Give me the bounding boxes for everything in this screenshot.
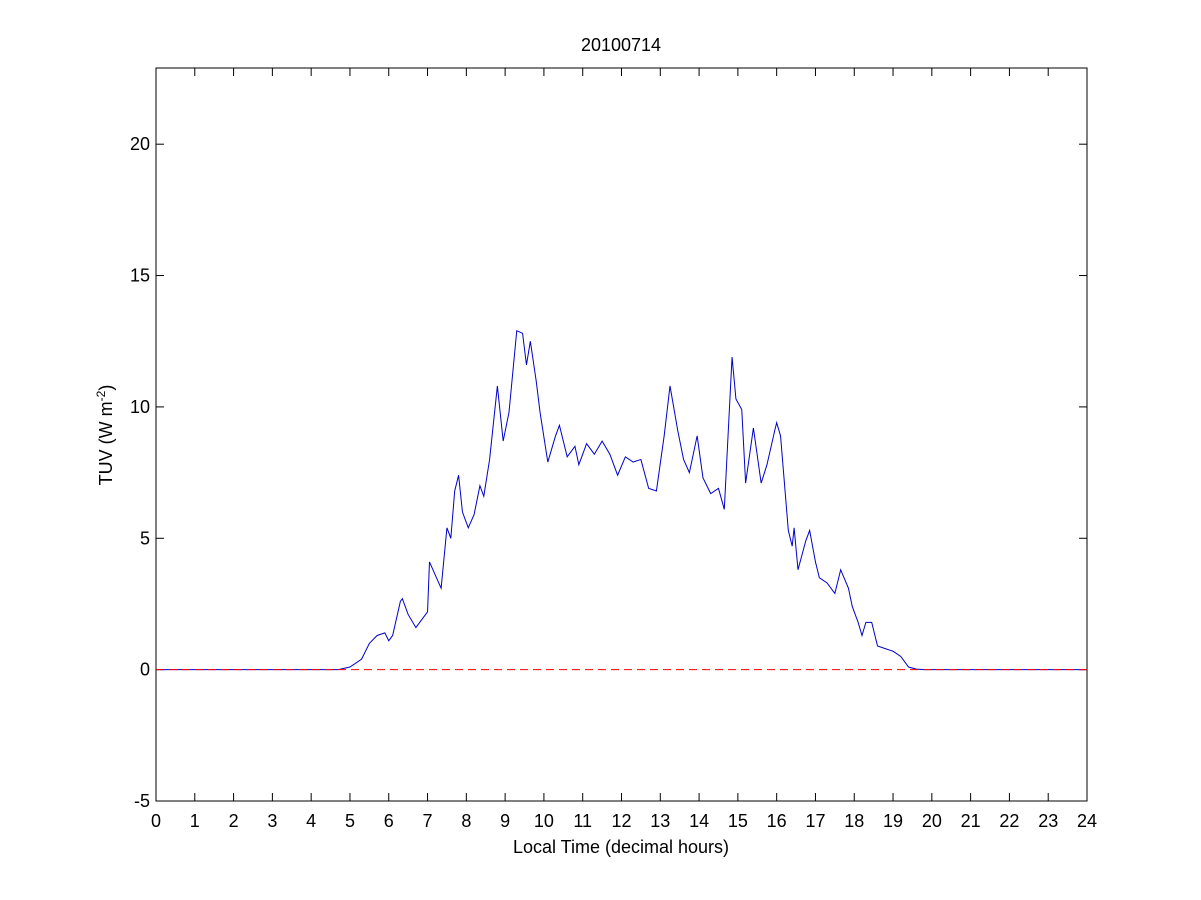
y-tick-label: 15 bbox=[130, 266, 150, 286]
y-tick-label: 5 bbox=[140, 528, 150, 548]
x-tick-label: 10 bbox=[534, 811, 554, 831]
x-tick-label: 8 bbox=[461, 811, 471, 831]
x-tick-label: 11 bbox=[573, 811, 592, 831]
x-tick-label: 18 bbox=[844, 811, 864, 831]
x-tick-label: 7 bbox=[423, 811, 433, 831]
y-tick-label: 10 bbox=[130, 397, 150, 417]
data-line bbox=[156, 329, 1087, 671]
chart-title: 20100714 bbox=[581, 35, 661, 55]
x-tick-label: 4 bbox=[306, 811, 316, 831]
y-tick-label: 0 bbox=[140, 660, 150, 680]
x-tick-label: 6 bbox=[384, 811, 394, 831]
plot-frame bbox=[155, 67, 1088, 802]
x-tick-label: 17 bbox=[805, 811, 825, 831]
x-tick-label: 3 bbox=[267, 811, 277, 831]
y-axis-label-text: TUV (W m bbox=[96, 401, 116, 485]
x-tick-label: 13 bbox=[650, 811, 670, 831]
x-tick-label: 20 bbox=[922, 811, 942, 831]
y-tick-label: -5 bbox=[134, 791, 150, 811]
x-tick-label: 1 bbox=[190, 811, 200, 831]
x-axis-label: Local Time (decimal hours) bbox=[513, 837, 729, 857]
x-tick-label: 2 bbox=[229, 811, 239, 831]
x-tick-label: 19 bbox=[883, 811, 903, 831]
x-tick-label: 5 bbox=[345, 811, 355, 831]
y-axis-label-superscript: -2 bbox=[94, 390, 108, 401]
y-axis-label: TUV (W m-2) bbox=[94, 385, 116, 486]
x-tick-label: 16 bbox=[767, 811, 787, 831]
x-tick-label: 22 bbox=[999, 811, 1019, 831]
x-tick-label: 12 bbox=[611, 811, 631, 831]
y-tick-label: 20 bbox=[130, 134, 150, 154]
x-tick-label: 15 bbox=[728, 811, 748, 831]
x-tick-label: 9 bbox=[500, 811, 510, 831]
x-tick-label: 14 bbox=[689, 811, 709, 831]
y-axis-label-suffix: ) bbox=[96, 385, 116, 391]
x-tick-label: 0 bbox=[151, 811, 161, 831]
x-tick-label: 21 bbox=[961, 811, 981, 831]
x-tick-label: 23 bbox=[1038, 811, 1058, 831]
x-tick-label: 24 bbox=[1077, 811, 1097, 831]
